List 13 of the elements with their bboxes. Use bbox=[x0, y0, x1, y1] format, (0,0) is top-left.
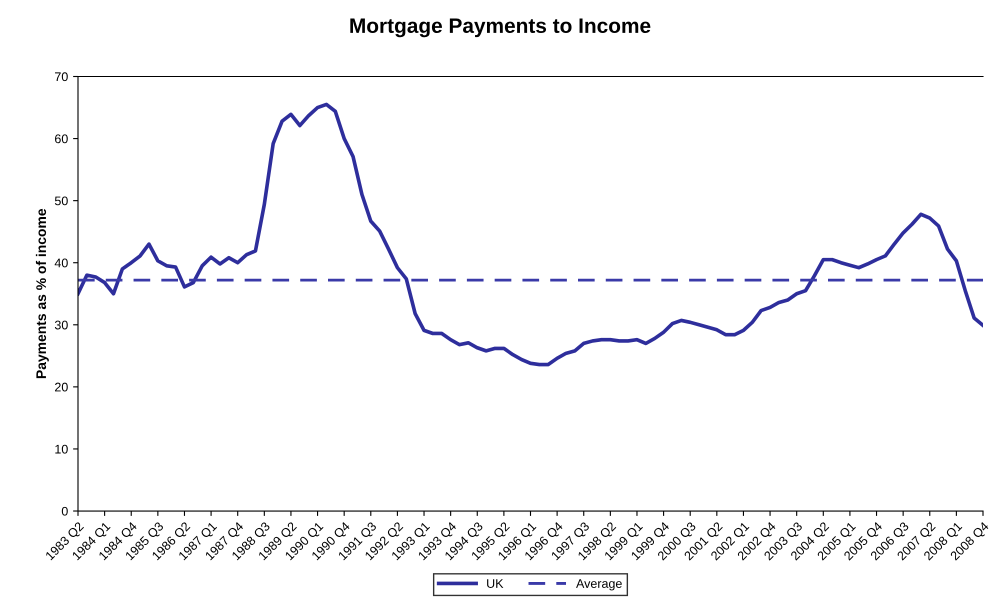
y-axis-title: Payments as % of income bbox=[36, 208, 49, 378]
y-tick-label: 70 bbox=[55, 72, 68, 82]
y-tick-label: 40 bbox=[54, 258, 68, 268]
line-series bbox=[78, 102, 983, 366]
legend-label: Average bbox=[576, 579, 622, 590]
legend-label: UK bbox=[487, 579, 504, 588]
y-tick-label: 10 bbox=[55, 444, 68, 454]
chart-title: Mortgage Payments to Income bbox=[350, 18, 650, 38]
y-tick-label: 50 bbox=[54, 196, 68, 206]
y-tick-label: 0 bbox=[62, 506, 68, 516]
y-tick-label: 60 bbox=[55, 134, 68, 144]
y-tick-label: 20 bbox=[55, 382, 68, 392]
y-tick-label: 30 bbox=[54, 320, 68, 330]
